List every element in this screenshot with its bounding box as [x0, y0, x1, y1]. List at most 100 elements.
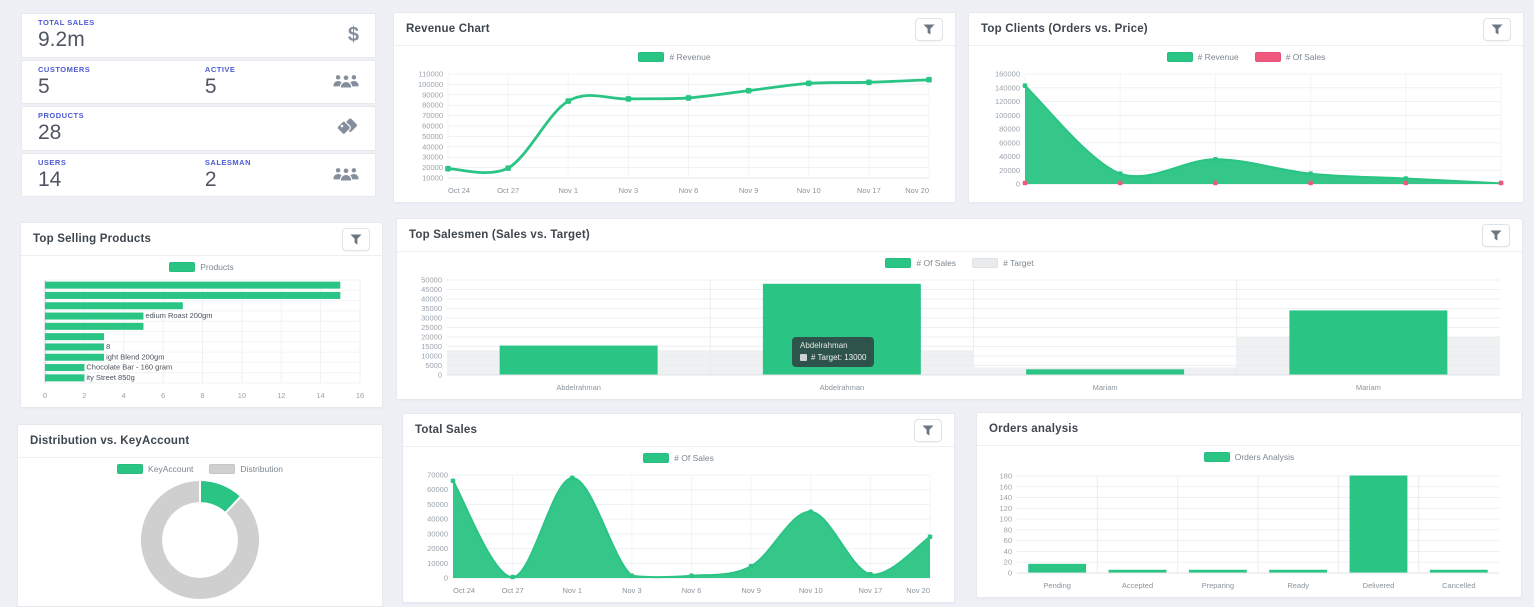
legend-swatch	[638, 52, 665, 62]
svg-text:90000: 90000	[422, 90, 443, 99]
svg-text:80000: 80000	[422, 101, 443, 110]
stat-value: 2	[204, 167, 217, 191]
legend-swatch	[643, 453, 670, 463]
filter-button[interactable]	[1482, 223, 1510, 247]
filter-button[interactable]	[342, 227, 370, 251]
legend-item[interactable]: # Of Sales	[643, 453, 714, 463]
legend-item[interactable]: Products	[169, 262, 234, 272]
svg-text:100: 100	[999, 515, 1012, 524]
svg-text:40000: 40000	[421, 295, 442, 304]
svg-text:Oct 27: Oct 27	[502, 586, 524, 595]
revenue-chart-card: Revenue Chart # Revenue 10000 20000 30000 4…	[393, 12, 956, 203]
svg-text:60: 60	[1004, 536, 1012, 545]
svg-text:12: 12	[277, 391, 285, 400]
svg-text:Pending: Pending	[1043, 581, 1071, 590]
svg-text:Preparing: Preparing	[1202, 581, 1235, 590]
chart-legend: # Revenue # Of Sales	[979, 48, 1513, 66]
revenue-line-chart[interactable]: 10000 20000 30000 40000 50000 60000 70000 80000…	[404, 66, 945, 198]
svg-text:16: 16	[356, 391, 364, 400]
svg-text:30000: 30000	[422, 153, 443, 162]
chart-legend: # Of Sales # Target	[407, 254, 1512, 272]
svg-text:Nov 17: Nov 17	[857, 186, 881, 195]
chart-legend: Orders Analysis	[987, 448, 1511, 466]
svg-text:6: 6	[161, 391, 165, 400]
svg-text:Delivered: Delivered	[1363, 581, 1395, 590]
legend-item[interactable]: # Revenue	[1166, 52, 1239, 62]
svg-text:Nov 10: Nov 10	[799, 586, 823, 595]
svg-text:50000: 50000	[421, 276, 442, 285]
svg-text:Abdelrahman: Abdelrahman	[556, 383, 601, 392]
legend-swatch	[1166, 52, 1193, 62]
stat-card-customers: CUSTOMERS 5 ACTIVE 5	[21, 59, 376, 104]
legend-label: # Of Sales	[674, 453, 714, 463]
stats-column: TOTAL SALES 9.2m $ CUSTOMERS 5 ACTIVE 5 …	[21, 13, 376, 197]
card-title: Top Clients (Orders vs. Price)	[981, 23, 1148, 35]
svg-text:5000: 5000	[425, 361, 442, 370]
svg-text:30000: 30000	[421, 314, 442, 323]
legend-item[interactable]: # Target	[972, 258, 1034, 268]
users-icon	[333, 73, 359, 90]
legend-item[interactable]: # Of Sales	[885, 258, 956, 268]
stat-value: 5	[38, 74, 50, 98]
svg-text:60000: 60000	[427, 485, 448, 494]
svg-text:Nov 20: Nov 20	[905, 186, 929, 195]
svg-text:Ready: Ready	[1287, 581, 1309, 590]
legend-swatch	[1203, 452, 1230, 462]
card-title: Total Sales	[415, 424, 478, 436]
svg-text:10000: 10000	[422, 174, 443, 183]
legend-item[interactable]: KeyAccount	[117, 464, 193, 474]
legend-label: Orders Analysis	[1234, 452, 1295, 462]
svg-text:80: 80	[1004, 525, 1012, 534]
legend-label: Products	[200, 262, 234, 272]
svg-text:80000: 80000	[999, 125, 1020, 134]
svg-text:0: 0	[438, 371, 442, 380]
stat-value: 9.2m	[38, 28, 85, 52]
legend-label: # Revenue	[669, 52, 711, 62]
stat-label: PRODUCTS	[38, 111, 85, 121]
legend-item[interactable]: Distribution	[209, 464, 283, 474]
svg-text:60000: 60000	[999, 138, 1020, 147]
filter-button[interactable]	[914, 418, 942, 442]
svg-text:ity Street 850g: ity Street 850g	[86, 373, 134, 382]
stat-value: 28	[38, 121, 62, 145]
filter-button[interactable]	[1483, 17, 1511, 41]
total-sales-chart-card: Total Sales # Of Sales 0 10000 20000 30000 4…	[402, 413, 955, 603]
top-products-hbar-chart[interactable]: 0 2 4 6 8 10 12 14 16 edium Roast 200gm 8 ight Blen…	[31, 276, 372, 403]
svg-text:40000: 40000	[427, 515, 448, 524]
users-icon	[333, 166, 359, 183]
svg-text:45000: 45000	[421, 285, 442, 294]
top-clients-area-chart[interactable]: 0 20000 40000 60000 80000 100000 120000 140000 1…	[979, 66, 1513, 198]
svg-text:Cancelled: Cancelled	[1442, 581, 1475, 590]
distribution-donut-chart[interactable]	[28, 478, 372, 602]
orders-bar-chart[interactable]: 0 20 40 60 80 100 120 140 160 180 Pending Accepted P…	[987, 466, 1511, 593]
legend-label: # Of Sales	[1285, 52, 1326, 62]
top-salesmen-bar-chart[interactable]: 0 5000 10000 15000 20000 25000 30000 35000 40000…	[407, 272, 1512, 395]
filter-icon	[350, 234, 362, 244]
legend-item[interactable]: # Of Sales	[1254, 52, 1326, 62]
card-title: Revenue Chart	[406, 23, 490, 35]
svg-text:ight Blend 200gm: ight Blend 200gm	[106, 352, 164, 361]
svg-text:20000: 20000	[999, 166, 1020, 175]
svg-text:140: 140	[999, 493, 1012, 502]
svg-text:10: 10	[238, 391, 246, 400]
svg-text:Nov 1: Nov 1	[558, 186, 578, 195]
chart-legend: # Revenue	[404, 48, 945, 66]
svg-text:100000: 100000	[995, 111, 1020, 120]
svg-text:Nov 9: Nov 9	[741, 586, 761, 595]
svg-text:0: 0	[1008, 569, 1012, 578]
svg-text:60000: 60000	[422, 122, 443, 131]
total-sales-area-chart[interactable]: 0 10000 20000 30000 40000 50000 60000 70000 Oct …	[413, 467, 944, 598]
legend-item[interactable]: Orders Analysis	[1203, 452, 1295, 462]
filter-button[interactable]	[915, 17, 943, 41]
svg-text:Nov 3: Nov 3	[619, 186, 639, 195]
legend-label: # Target	[1003, 258, 1034, 268]
legend-label: # Revenue	[1197, 52, 1239, 62]
svg-text:Oct 24: Oct 24	[453, 586, 475, 595]
dollar-icon: $	[347, 23, 359, 46]
svg-text:Mariam: Mariam	[1093, 383, 1118, 392]
svg-text:110000: 110000	[419, 70, 443, 79]
svg-text:Oct 27: Oct 27	[497, 186, 519, 195]
legend-item[interactable]: # Revenue	[638, 52, 711, 62]
svg-text:70000: 70000	[422, 111, 443, 120]
card-title: Top Selling Products	[33, 233, 152, 245]
